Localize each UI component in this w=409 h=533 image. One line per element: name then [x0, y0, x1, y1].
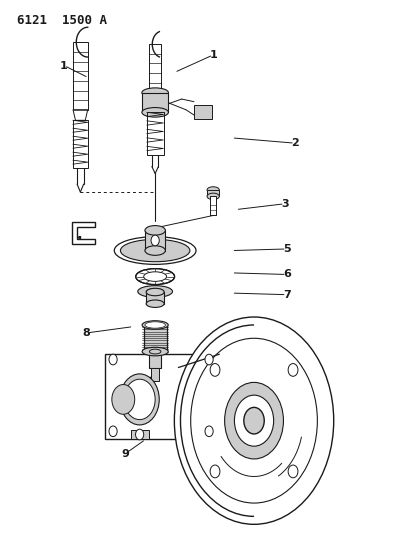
Ellipse shape — [144, 246, 165, 255]
Bar — [146, 292, 164, 304]
Bar — [148, 44, 161, 92]
Bar — [146, 112, 163, 155]
Circle shape — [128, 384, 151, 414]
Ellipse shape — [142, 108, 168, 117]
Circle shape — [288, 465, 297, 478]
Circle shape — [204, 426, 213, 437]
Bar — [142, 93, 168, 112]
Bar — [105, 354, 219, 439]
Ellipse shape — [137, 286, 172, 297]
Ellipse shape — [142, 321, 168, 329]
Bar — [149, 352, 160, 368]
Bar — [130, 430, 148, 439]
Circle shape — [288, 364, 297, 376]
Bar — [151, 368, 158, 381]
Circle shape — [204, 354, 213, 365]
Circle shape — [234, 395, 273, 446]
Bar — [144, 325, 166, 352]
Ellipse shape — [207, 193, 219, 199]
Circle shape — [135, 429, 144, 440]
Text: 3: 3 — [280, 199, 288, 209]
Circle shape — [109, 354, 117, 365]
Ellipse shape — [149, 349, 160, 354]
Circle shape — [243, 407, 264, 434]
Polygon shape — [72, 222, 94, 244]
Ellipse shape — [144, 322, 165, 328]
Ellipse shape — [142, 348, 168, 356]
Circle shape — [109, 426, 117, 437]
Ellipse shape — [144, 272, 166, 281]
Circle shape — [124, 379, 155, 419]
Ellipse shape — [120, 239, 189, 262]
Text: 7: 7 — [282, 289, 290, 300]
Bar — [72, 120, 88, 168]
Ellipse shape — [146, 288, 163, 294]
Text: 9: 9 — [121, 449, 129, 458]
Text: 6121  1500 A: 6121 1500 A — [17, 14, 107, 27]
Circle shape — [151, 235, 159, 246]
Circle shape — [174, 317, 333, 524]
Bar — [207, 190, 219, 196]
Bar — [144, 230, 165, 251]
Circle shape — [209, 465, 219, 478]
Ellipse shape — [135, 269, 174, 285]
Ellipse shape — [207, 187, 219, 193]
Text: 1: 1 — [209, 50, 216, 60]
Text: 2: 2 — [290, 138, 298, 148]
Ellipse shape — [146, 288, 164, 296]
Text: 4: 4 — [74, 236, 82, 246]
Text: 8: 8 — [83, 328, 90, 338]
Bar — [209, 196, 216, 215]
Ellipse shape — [114, 237, 196, 264]
Circle shape — [120, 374, 159, 425]
Text: 1: 1 — [60, 61, 68, 70]
Circle shape — [112, 384, 135, 414]
Circle shape — [209, 364, 219, 376]
Ellipse shape — [144, 225, 165, 235]
Bar — [73, 42, 88, 110]
Circle shape — [224, 382, 283, 459]
Circle shape — [190, 338, 317, 503]
Text: 5: 5 — [282, 244, 290, 254]
Bar — [193, 106, 212, 119]
Text: 6: 6 — [282, 270, 290, 279]
Ellipse shape — [142, 88, 168, 98]
Polygon shape — [73, 110, 88, 120]
Ellipse shape — [146, 300, 164, 308]
